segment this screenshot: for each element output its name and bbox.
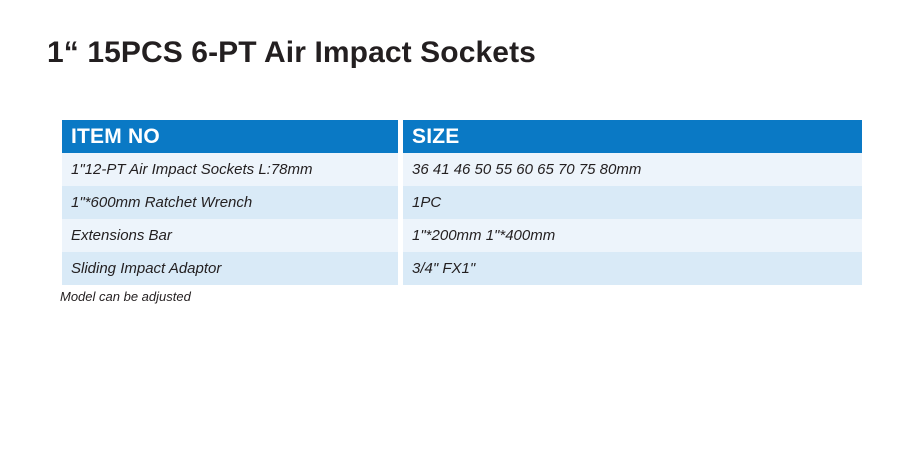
table-row: Sliding Impact Adaptor 3/4" FX1"	[62, 252, 862, 285]
table-cell-text: 1"12-PT Air Impact Sockets L:78mm	[71, 161, 313, 178]
table-cell-size: 36 41 46 50 55 60 65 70 75 80mm	[403, 153, 862, 186]
column-header-label-size: SIZE	[412, 125, 460, 148]
table-cell-text: 1"*200mm 1"*400mm	[412, 227, 556, 244]
table-cell-size: 3/4" FX1"	[403, 252, 862, 285]
table-cell-text: 1PC	[412, 194, 442, 211]
table-header-cell-size: SIZE	[403, 120, 862, 153]
table-cell-size: 1"*200mm 1"*400mm	[403, 219, 862, 252]
table-cell-item-no: Sliding Impact Adaptor	[62, 252, 398, 285]
table-cell-text: 1"*600mm Ratchet Wrench	[71, 194, 253, 211]
table-footnote: Model can be adjusted	[60, 289, 191, 304]
table-cell-item-no: Extensions Bar	[62, 219, 398, 252]
table-cell-size: 1PC	[403, 186, 862, 219]
page-title: 1“ 15PCS 6-PT Air Impact Sockets	[47, 36, 536, 69]
table-cell-text: Sliding Impact Adaptor	[71, 260, 222, 277]
table-row: 1"12-PT Air Impact Sockets L:78mm 36 41 …	[62, 153, 862, 186]
column-header-label-item-no: ITEM NO	[71, 125, 160, 148]
table-cell-item-no: 1"12-PT Air Impact Sockets L:78mm	[62, 153, 398, 186]
table-cell-text: 36 41 46 50 55 60 65 70 75 80mm	[412, 161, 642, 178]
table-cell-item-no: 1"*600mm Ratchet Wrench	[62, 186, 398, 219]
table-row: Extensions Bar 1"*200mm 1"*400mm	[62, 219, 862, 252]
table-row: 1"*600mm Ratchet Wrench 1PC	[62, 186, 862, 219]
table-cell-text: Extensions Bar	[71, 227, 172, 244]
table-header-row: ITEM NO SIZE	[62, 120, 862, 153]
table-cell-text: 3/4" FX1"	[412, 260, 476, 277]
specification-table: ITEM NO SIZE 1"12-PT Air Impact Sockets …	[62, 120, 862, 285]
table-header-cell-item-no: ITEM NO	[62, 120, 398, 153]
